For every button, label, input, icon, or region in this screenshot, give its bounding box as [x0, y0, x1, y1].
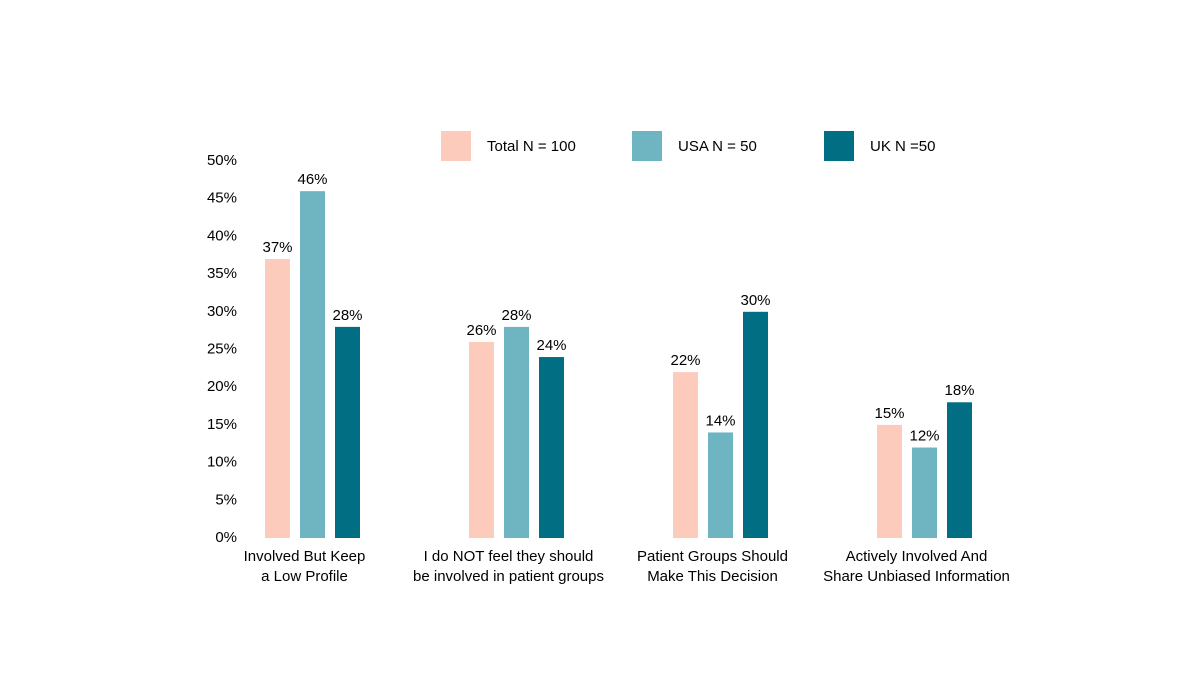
- bar: [912, 447, 937, 538]
- bar: [335, 326, 360, 538]
- value-label: 18%: [944, 382, 974, 399]
- x-tick-label: Patient Groups Should Make This Decision: [637, 548, 788, 585]
- y-tick-label: 25%: [207, 340, 237, 357]
- bar: [708, 432, 733, 538]
- value-label: 28%: [501, 307, 531, 324]
- y-tick-label: 5%: [215, 491, 237, 508]
- y-tick-label: 35%: [207, 265, 237, 282]
- value-label: 26%: [466, 322, 496, 339]
- bar: [947, 402, 972, 538]
- x-tick-label: Actively Involved And Share Unbiased Inf…: [823, 548, 1010, 585]
- value-label: 14%: [705, 412, 735, 429]
- legend-swatch: [824, 131, 854, 161]
- y-tick-label: 45%: [207, 190, 237, 207]
- value-label: 12%: [909, 427, 939, 444]
- bar: [469, 341, 494, 538]
- value-label: 30%: [740, 292, 770, 309]
- value-label: 37%: [262, 239, 292, 256]
- y-tick-label: 10%: [207, 454, 237, 471]
- value-label: 24%: [536, 337, 566, 354]
- value-label: 22%: [670, 352, 700, 369]
- bar: [539, 357, 564, 538]
- value-label: 15%: [874, 405, 904, 422]
- bar: [265, 259, 290, 538]
- legend-label: USA N = 50: [678, 138, 757, 155]
- y-tick-label: 40%: [207, 227, 237, 244]
- y-tick-label: 30%: [207, 303, 237, 320]
- y-tick-label: 20%: [207, 378, 237, 395]
- y-tick-label: 0%: [215, 529, 237, 546]
- legend-swatch: [441, 131, 471, 161]
- y-tick-label: 50%: [207, 152, 237, 169]
- value-label: 46%: [297, 171, 327, 188]
- y-tick-label: 15%: [207, 416, 237, 433]
- bar: [877, 424, 902, 538]
- legend-label: Total N = 100: [487, 138, 576, 155]
- bar: [504, 326, 529, 538]
- bar: [300, 191, 325, 538]
- x-tick-label: I do NOT feel they should be involved in…: [413, 548, 604, 585]
- legend-swatch: [632, 131, 662, 161]
- x-tick-label: Involved But Keep a Low Profile: [243, 548, 366, 585]
- bar: [743, 311, 768, 538]
- legend-label: UK N =50: [870, 138, 935, 155]
- value-label: 28%: [332, 307, 362, 324]
- bar: [673, 372, 698, 538]
